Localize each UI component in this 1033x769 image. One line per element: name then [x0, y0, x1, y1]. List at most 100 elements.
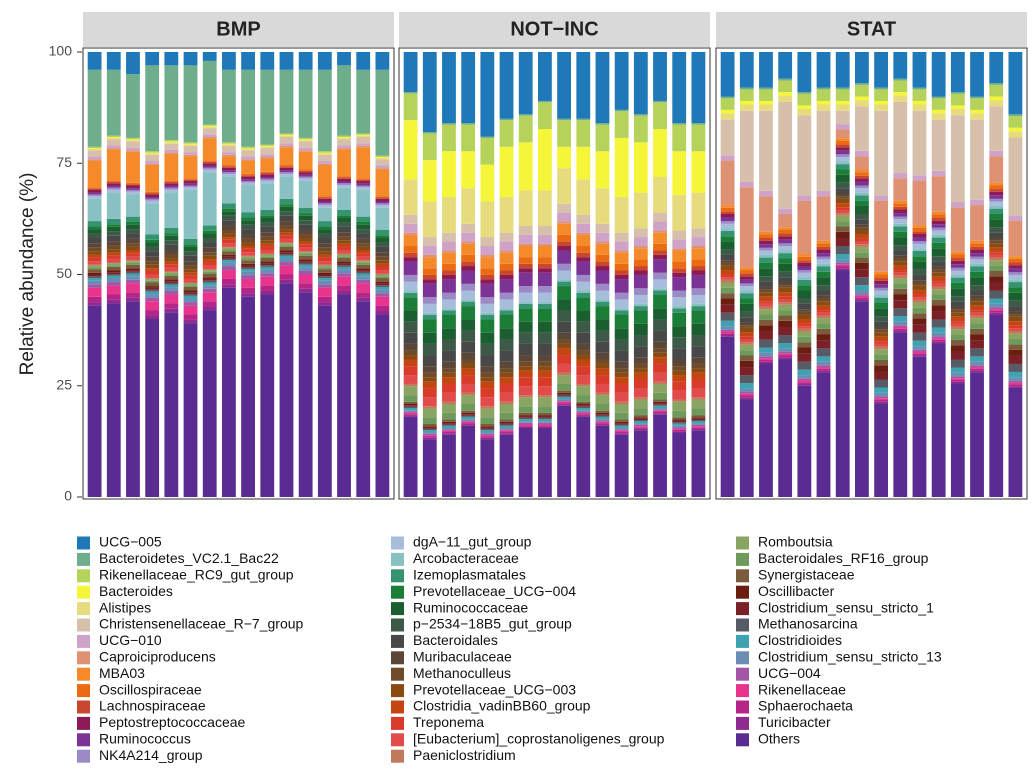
bar-segment — [518, 421, 533, 423]
bar-segment — [950, 105, 965, 109]
bar-segment — [778, 78, 793, 81]
bar-segment — [499, 299, 514, 309]
bar-segment — [950, 296, 965, 302]
bar-segment — [480, 433, 495, 436]
bar-segment — [912, 307, 927, 314]
bar-segment — [557, 404, 572, 406]
bar-segment — [403, 257, 418, 262]
bar-segment — [1008, 272, 1023, 275]
bar-segment — [241, 242, 256, 247]
bar-segment — [672, 250, 687, 262]
bar-segment — [221, 167, 236, 171]
bar-segment — [672, 417, 687, 420]
bar-segment — [356, 301, 371, 497]
bar-segment — [221, 237, 236, 240]
bar-segment — [145, 165, 160, 192]
bar-segment — [537, 190, 552, 226]
bar-segment — [816, 243, 831, 247]
bar-segment — [375, 69, 390, 156]
bar-segment — [653, 102, 667, 129]
legend-label: p−2534−18B5_gut_group — [413, 616, 572, 632]
bar-segment — [739, 322, 754, 326]
bar-segment — [816, 89, 831, 101]
bar-segment — [797, 105, 812, 109]
bar-segment — [403, 355, 418, 360]
bar-segment — [480, 137, 495, 165]
bar-segment — [356, 243, 371, 247]
bar-segment — [633, 303, 648, 307]
bar-segment — [797, 311, 812, 315]
bar-segment — [298, 247, 313, 252]
bar-segment — [557, 203, 572, 213]
bar-segment — [720, 236, 735, 242]
bar-segment — [317, 287, 332, 297]
bar-segment — [576, 411, 591, 413]
bar-segment — [893, 101, 908, 174]
bar-segment — [739, 391, 754, 394]
bar-segment — [739, 87, 754, 90]
bar-segment — [164, 281, 179, 283]
bar-segment — [931, 230, 946, 235]
bar-segment — [739, 279, 754, 284]
bar-segment — [874, 379, 889, 388]
bar-segment — [557, 234, 572, 242]
bar-segment — [106, 258, 121, 263]
bar-segment — [356, 178, 371, 180]
bar-segment — [633, 408, 648, 416]
bar-segment — [537, 100, 552, 103]
bar-segment — [260, 177, 275, 179]
bar-segment — [106, 218, 121, 225]
bar-segment — [595, 416, 610, 420]
bar-segment — [950, 339, 965, 346]
bar-segment — [912, 110, 927, 176]
bar-segment — [874, 321, 889, 328]
bar-segment — [403, 359, 418, 367]
bar-segment — [931, 227, 946, 231]
bar-segment — [797, 342, 812, 348]
bar-segment — [461, 241, 476, 244]
bar-segment — [970, 348, 984, 357]
bar-segment — [403, 332, 418, 344]
bar-segment — [260, 273, 275, 277]
bar-segment — [202, 270, 217, 272]
bar-segment — [442, 310, 456, 315]
bar-segment — [164, 149, 179, 153]
bar-segment — [537, 397, 552, 407]
bar-segment — [950, 376, 965, 379]
bar-segment — [672, 420, 687, 423]
bar-segment — [633, 415, 648, 418]
bar-segment — [653, 399, 667, 402]
bar-segment — [145, 261, 160, 265]
bar-segment — [279, 274, 294, 280]
bar-segment — [422, 254, 437, 258]
bar-segment — [893, 258, 908, 262]
strip-label: NOT−INC — [510, 18, 598, 40]
bar-segment — [653, 100, 667, 103]
bar-segment — [950, 201, 965, 208]
bar-segment — [595, 412, 610, 415]
bar-segment — [403, 261, 418, 275]
bar-segment — [653, 330, 667, 342]
bar-segment — [970, 266, 984, 272]
bar-segment — [279, 245, 294, 247]
bar-segment — [442, 429, 456, 431]
bar-segment — [931, 113, 946, 120]
bar-segment — [595, 368, 610, 376]
bar-segment — [337, 240, 351, 244]
bar-segment — [912, 256, 927, 262]
bar-segment — [241, 293, 256, 297]
bar-segment — [989, 260, 1004, 266]
bar-segment — [557, 400, 572, 402]
bar-segment — [1008, 131, 1023, 138]
bar-segment — [461, 421, 476, 424]
bar-segment — [145, 289, 160, 292]
bar-segment — [356, 143, 371, 146]
bar-segment — [221, 143, 236, 145]
bar-segment — [1008, 339, 1023, 345]
bar-segment — [672, 366, 687, 371]
bar-segment — [183, 181, 198, 184]
bar-segment — [672, 375, 687, 382]
bar-segment — [480, 312, 495, 315]
bar-segment — [260, 222, 275, 227]
bar-segment — [442, 424, 456, 426]
